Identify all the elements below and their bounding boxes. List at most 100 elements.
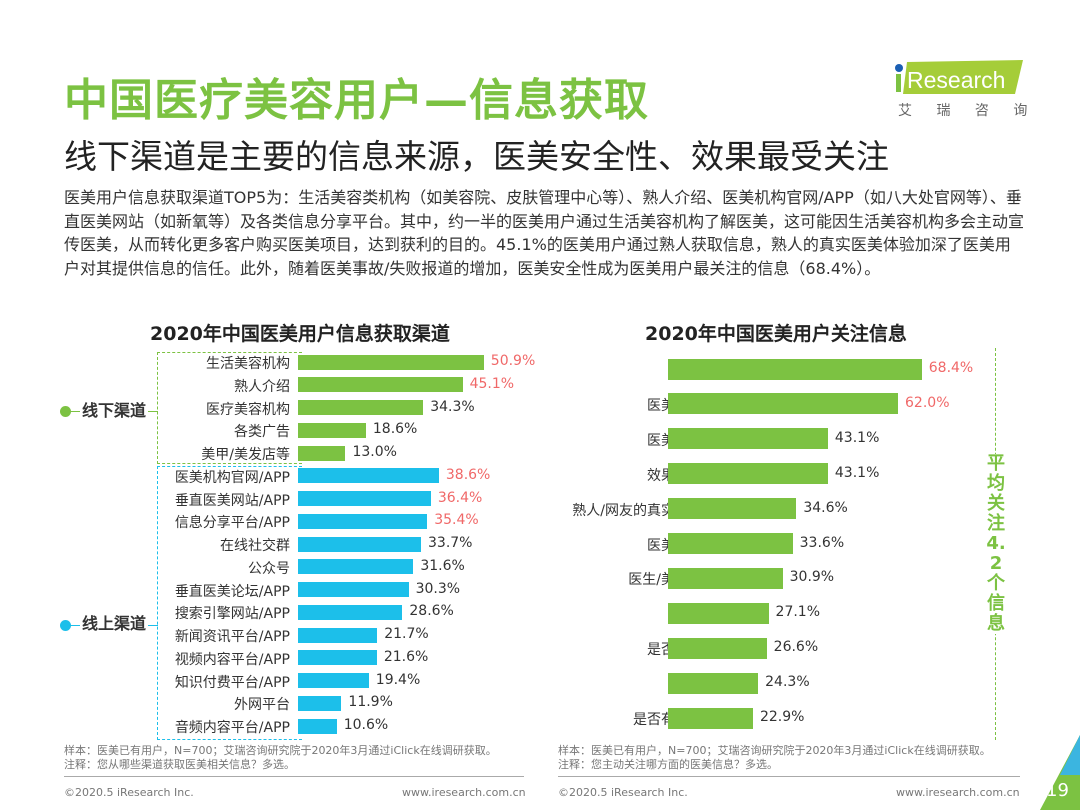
right-notes: 样本：医美已有用户，N=700；艾瑞咨询研究院于2020年3月通过iClick在… xyxy=(558,744,1020,777)
category-label: 垂直医美论坛/APP xyxy=(174,583,290,600)
value-label: 36.4% xyxy=(437,489,483,506)
category-label: 医美机构官网/APP xyxy=(174,469,290,486)
value-label: 62.0% xyxy=(905,394,950,411)
value-label: 34.3% xyxy=(430,398,475,415)
left-notes: 样本：医美已有用户，N=700；艾瑞咨询研究院于2020年3月通过iClick在… xyxy=(64,744,524,777)
value-label: 50.9% xyxy=(490,353,536,369)
left-sample-note: 样本：医美已有用户，N=700；艾瑞咨询研究院于2020年3月通过iClick在… xyxy=(64,744,497,757)
value-label: 43.1% xyxy=(834,464,880,481)
bar xyxy=(298,422,366,438)
right-chart-title: 2020年中国医美用户关注信息 xyxy=(645,323,907,345)
bar xyxy=(298,400,424,415)
bar xyxy=(298,354,484,370)
bar xyxy=(298,673,369,688)
category-label: 在线社交群 xyxy=(220,538,290,554)
value-label: 18.6% xyxy=(372,421,418,438)
value-label: 33.7% xyxy=(428,535,473,551)
value-label: 11.9% xyxy=(348,694,393,711)
online-group-label: 线上渠道 xyxy=(80,610,149,634)
avg-annotation: 平均关注4.2个信息 xyxy=(986,453,1006,634)
body-text: 医美用户信息获取渠道TOP5为：生活美容类机构（如美容院、皮肤管理中心等）、熟人… xyxy=(64,188,1025,278)
page-subtitle: 线下渠道是主要的信息来源，医美安全性、效果最受关注 xyxy=(64,137,889,176)
value-label: 35.4% xyxy=(434,512,479,529)
bar xyxy=(298,582,409,597)
bar xyxy=(298,468,439,484)
bar xyxy=(298,536,421,552)
value-label: 31.6% xyxy=(420,557,465,574)
website-link[interactable]: www.iresearch.com.cn xyxy=(402,786,526,799)
category-label: 信息分享平台/APP xyxy=(174,515,290,532)
value-label: 30.3% xyxy=(415,580,461,597)
right-sample-note: 样本：医美已有用户，N=700；艾瑞咨询研究院于2020年3月通过iClick在… xyxy=(558,744,991,757)
bar xyxy=(298,718,337,734)
category-label: 公众号 xyxy=(248,560,290,577)
logo-cn: 艾 瑞 咨 询 xyxy=(898,103,1038,119)
online-dot xyxy=(60,620,71,631)
offline-group-label: 线下渠道 xyxy=(80,397,149,421)
value-label: 43.1% xyxy=(834,429,880,446)
category-label: 外网平台 xyxy=(234,697,290,714)
svg-text:Research: Research xyxy=(907,67,1005,93)
category-label: 搜索引擎网站/APP xyxy=(174,606,290,623)
value-label: 21.7% xyxy=(384,626,429,642)
bar xyxy=(298,695,342,711)
bar xyxy=(298,559,414,575)
value-label: 24.3% xyxy=(765,674,810,691)
value-label: 10.6% xyxy=(343,717,389,733)
website-link-2[interactable]: www.iresearch.com.cn xyxy=(896,786,1020,799)
bar xyxy=(668,428,828,450)
bar xyxy=(298,513,428,529)
copyright-2: ©2020.5 iResearch Inc. xyxy=(558,786,688,799)
bar xyxy=(668,358,922,380)
value-label: 28.6% xyxy=(409,603,454,620)
value-label: 68.4% xyxy=(928,360,974,376)
bar xyxy=(668,567,783,589)
bar xyxy=(298,604,403,620)
category-label: 各类广告 xyxy=(234,424,290,441)
left-question-note: 注释：您从哪些渠道获取医美相关信息？多选。 xyxy=(64,758,295,771)
value-label: 13.0% xyxy=(352,444,397,460)
bar xyxy=(668,672,759,694)
bar xyxy=(668,393,899,415)
bar xyxy=(668,602,769,624)
offline-dot xyxy=(60,406,71,417)
offline-bracket xyxy=(157,352,302,464)
category-label: 垂直医美网站/APP xyxy=(174,492,290,509)
value-label: 45.1% xyxy=(469,375,515,392)
corner-decoration xyxy=(1020,735,1080,810)
online-bracket xyxy=(157,466,302,740)
bar xyxy=(668,707,753,729)
copyright: ©2020.5 iResearch Inc. xyxy=(64,786,194,799)
category-label: 熟人介绍 xyxy=(234,378,290,395)
page-number: 19 xyxy=(1046,780,1069,801)
bar xyxy=(298,491,431,506)
page-title: 中国医疗美容用户—信息获取 xyxy=(64,75,649,126)
left-chart-title: 2020年中国医美用户信息获取渠道 xyxy=(150,323,450,345)
category-label: 生活美容机构 xyxy=(206,356,290,372)
value-label: 38.6% xyxy=(445,466,491,483)
category-label: 美甲/美发店等 xyxy=(201,447,290,463)
value-label: 22.9% xyxy=(759,709,805,725)
bar xyxy=(668,498,797,520)
value-label: 33.6% xyxy=(799,534,845,551)
category-label: 音频内容平台/APP xyxy=(174,720,290,736)
category-label: 新闻资讯平台/APP xyxy=(174,629,290,645)
bar xyxy=(668,463,828,485)
right-question-note: 注释：您主动关注哪方面的医美信息？多选。 xyxy=(558,758,778,771)
value-label: 34.6% xyxy=(803,499,848,516)
value-label: 19.4% xyxy=(375,671,421,688)
category-label: 医疗美容机构 xyxy=(206,401,290,418)
category-label: 知识付费平台/APP xyxy=(174,674,290,691)
value-label: 26.6% xyxy=(773,639,819,656)
iresearch-logo: Research xyxy=(893,60,1023,94)
bar xyxy=(298,377,463,393)
bar xyxy=(298,627,378,643)
value-label: 21.6% xyxy=(383,648,429,665)
bar xyxy=(298,445,346,461)
value-label: 27.1% xyxy=(775,604,821,621)
bar xyxy=(298,650,377,666)
value-label: 30.9% xyxy=(789,569,835,586)
bar xyxy=(668,533,793,554)
category-label: 视频内容平台/APP xyxy=(174,651,290,668)
bar xyxy=(668,637,767,659)
